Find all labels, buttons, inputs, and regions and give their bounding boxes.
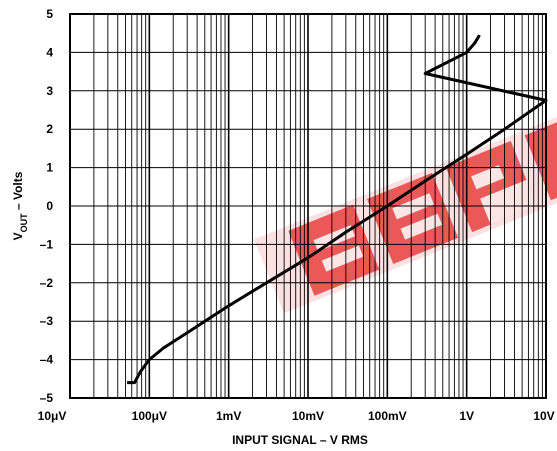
y-tick-labels: 5 4 3 2 1 0 –1 –2 –3 –4 –5 <box>40 7 54 405</box>
y-axis-title-rest: – Volts <box>11 171 25 213</box>
y-axis-title-main: V <box>11 232 25 240</box>
y-axis-title-sub: OUT <box>19 213 29 233</box>
y-tick-label: 5 <box>46 7 53 21</box>
plot-frame <box>69 13 547 399</box>
x-tick-label: 10μV <box>38 409 67 423</box>
series-line-0 <box>127 34 548 385</box>
x-tick-label: 10V <box>533 409 554 423</box>
y-tick-label: 2 <box>46 122 53 136</box>
y-axis-title: VOUT – Volts <box>11 171 29 240</box>
x-tick-label: 100μV <box>132 409 167 423</box>
y-tick-label: –4 <box>40 353 54 367</box>
grid <box>69 13 546 399</box>
watermark-block-4 <box>524 120 557 201</box>
watermark-block-1 <box>288 204 380 296</box>
x-tick-label: 1mV <box>216 409 241 423</box>
y-tick-label: 3 <box>46 84 53 98</box>
watermark <box>253 111 557 314</box>
x-tick-label: 1V <box>459 409 474 423</box>
x-tick-label: 100mV <box>368 409 407 423</box>
y-tick-label: 4 <box>46 45 53 59</box>
y-tick-label: –5 <box>40 391 54 405</box>
y-tick-label: –2 <box>40 276 54 290</box>
plot-border <box>69 13 547 399</box>
y-tick-label: 1 <box>46 161 53 175</box>
x-tick-label: 10mV <box>292 409 324 423</box>
series-layer <box>127 34 548 385</box>
x-tick-labels: 10μV 100μV 1mV 10mV 100mV 1V 10V <box>38 409 555 423</box>
y-tick-label: –1 <box>40 237 54 251</box>
y-tick-label: 0 <box>46 199 53 213</box>
x-axis-title: INPUT SIGNAL – V RMS <box>232 433 368 447</box>
y-tick-label: –3 <box>40 314 54 328</box>
